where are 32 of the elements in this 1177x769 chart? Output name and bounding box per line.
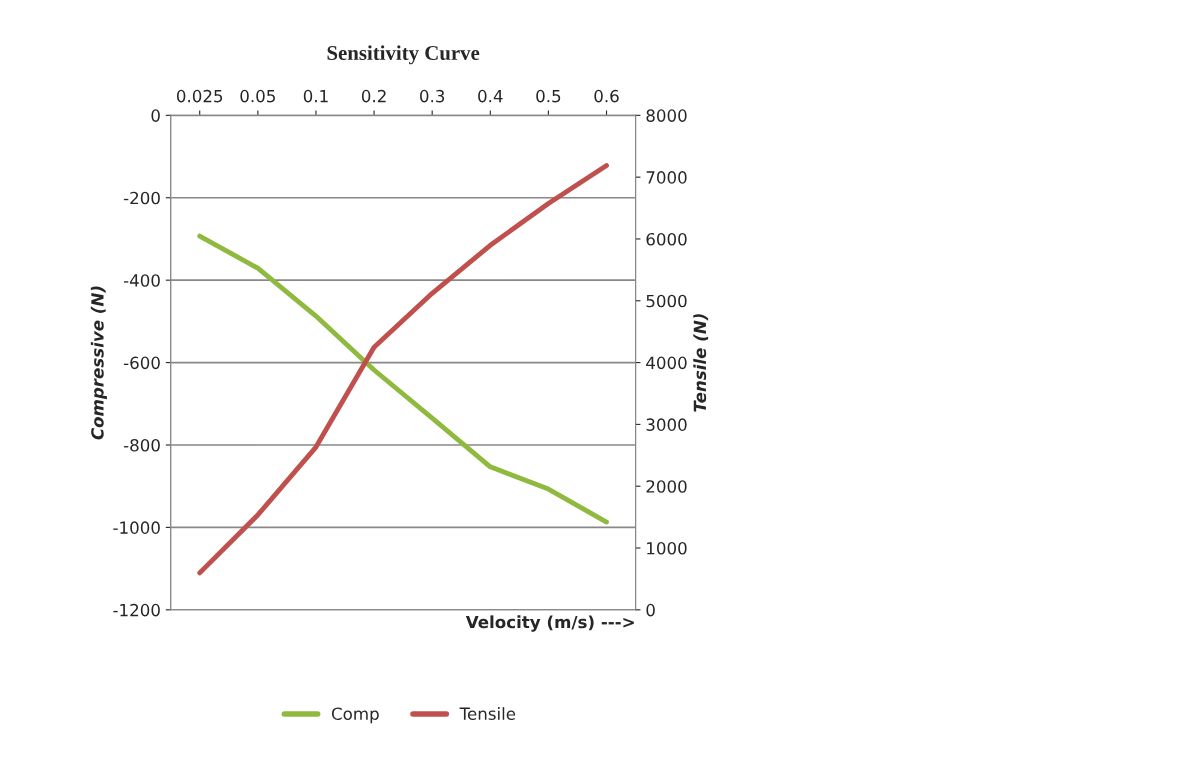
- line-series: [197, 233, 609, 525]
- x-tick-label: 0.6: [594, 89, 619, 103]
- chart-title: Sensitivity Curve: [327, 45, 480, 65]
- y-tick-label: -800: [123, 438, 160, 452]
- x-tick-label: 0.3: [420, 89, 445, 103]
- y-tick-label: -400: [123, 274, 160, 287]
- legend-label: Comp: [331, 707, 379, 724]
- y2-tick-label: 3000: [646, 418, 687, 431]
- y2-tick-label: 2000: [646, 480, 687, 493]
- x-axis-title: Velocity (m/s) --->: [465, 615, 634, 632]
- y2-tick-label: 5000: [646, 294, 687, 308]
- y-tick-label: -200: [123, 191, 160, 205]
- y-tick-label: -1200: [113, 603, 160, 617]
- x-tick-label: 0.2: [361, 89, 386, 103]
- y2-tick-label: 8000: [646, 109, 687, 122]
- y2-tick-label: 1000: [647, 541, 687, 555]
- x-tick-label: 0.025: [176, 89, 223, 103]
- x-tick-label: 0.4: [478, 89, 503, 103]
- x-tick-label: 0.5: [536, 89, 561, 103]
- y-tick-label: 0: [151, 109, 160, 122]
- x-tick-label: 0.1: [303, 89, 328, 103]
- y2-axis-title: Tensile (N): [693, 314, 709, 412]
- legend-label: Tensile: [459, 707, 516, 721]
- y2-tick-label: 4000: [646, 356, 687, 370]
- x-tick-label: 0.05: [240, 89, 275, 103]
- y-axis-title: Compressive (N): [90, 286, 107, 440]
- y2-tick-label: 0: [646, 603, 655, 617]
- y-tick-label: -1000: [113, 521, 160, 534]
- y-tick-label: -600: [123, 356, 160, 370]
- y2-tick-label: 7000: [646, 171, 687, 184]
- y2-tick-label: 6000: [646, 232, 687, 246]
- line-series: [197, 163, 609, 576]
